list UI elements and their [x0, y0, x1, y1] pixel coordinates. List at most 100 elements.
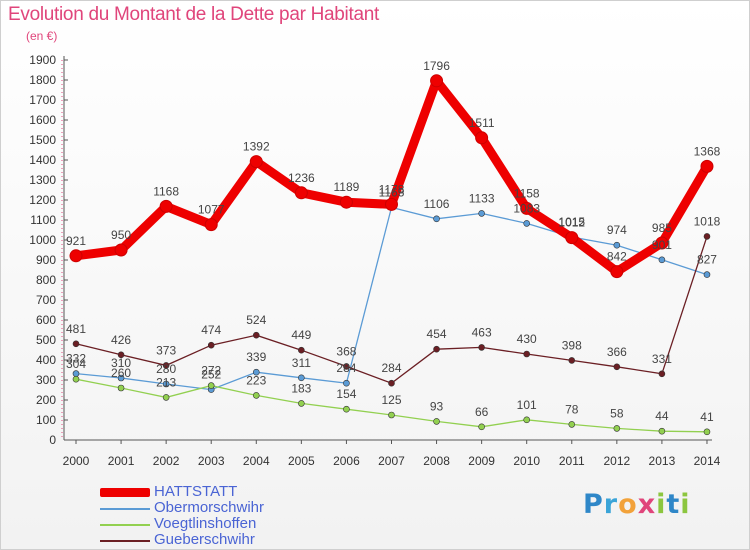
data-point	[343, 379, 350, 387]
data-label: 78	[565, 402, 579, 416]
data-label: 310	[111, 356, 131, 370]
data-label: 58	[610, 406, 624, 420]
data-label: 1392	[243, 140, 270, 154]
data-label: 44	[655, 409, 669, 423]
data-label: 373	[156, 343, 176, 357]
data-point	[388, 379, 395, 387]
y-tick-label: 1300	[29, 173, 56, 187]
data-point	[565, 231, 579, 245]
data-point	[207, 382, 215, 389]
data-point	[703, 428, 711, 436]
proxiti-logo: Proxiti	[583, 489, 691, 520]
data-point	[430, 74, 444, 88]
data-point	[658, 256, 666, 264]
y-tick-label: 800	[36, 273, 56, 287]
data-label: 284	[336, 361, 356, 375]
x-tick-label: 2009	[468, 454, 495, 468]
data-label: 1511	[469, 116, 495, 130]
data-point	[700, 159, 714, 173]
data-point	[252, 331, 260, 339]
data-point	[520, 201, 534, 215]
data-label: 154	[336, 387, 356, 401]
y-tick-label: 1000	[29, 233, 56, 247]
data-label: 1077	[198, 203, 225, 217]
logo-letter: o	[618, 489, 638, 520]
data-point	[72, 340, 80, 348]
x-tick-label: 2001	[108, 454, 135, 468]
data-label: 1796	[423, 59, 450, 73]
data-point	[162, 362, 170, 369]
data-point	[249, 155, 263, 169]
logo-letter: P	[583, 489, 604, 520]
data-label: 1015	[558, 215, 585, 229]
data-label: 1189	[334, 180, 360, 194]
y-tick-label: 1500	[29, 133, 56, 147]
data-label: 398	[562, 338, 582, 352]
y-tick-label: 900	[36, 253, 56, 267]
data-label: 260	[111, 366, 131, 380]
data-point	[568, 421, 576, 428]
data-point	[433, 418, 440, 425]
x-tick-label: 2002	[153, 454, 180, 468]
data-label: 213	[156, 375, 176, 389]
chart-subtitle: (en €)	[26, 29, 58, 43]
logo-letter: i	[656, 489, 667, 520]
data-point	[703, 271, 711, 278]
data-point	[298, 374, 305, 382]
chart-data-labels: 332 310 280 252 339 311 284 1163 1106 1133 1083 101…	[66, 59, 721, 424]
data-point	[252, 368, 260, 376]
data-label: 311	[292, 356, 311, 370]
data-point	[294, 186, 308, 200]
data-point	[478, 210, 485, 217]
data-point	[523, 416, 531, 424]
data-label: 1368	[694, 144, 721, 158]
data-label: 481	[66, 322, 86, 336]
data-point	[162, 394, 170, 401]
y-tick-label: 1600	[29, 113, 56, 127]
y-tick-label: 600	[36, 313, 56, 327]
data-point	[298, 400, 305, 407]
data-point	[159, 199, 173, 213]
data-label: 1158	[514, 186, 540, 200]
chart-axes: 0 100 200 300 400 500 600 700 800 900 1000 1100 1200…	[29, 53, 720, 468]
data-label: 339	[246, 350, 266, 364]
y-tick-label: 700	[36, 293, 56, 307]
y-tick-label: 300	[36, 373, 56, 387]
legend-swatch	[100, 540, 150, 542]
y-tick-label: 1700	[29, 93, 56, 107]
data-label: 93	[430, 399, 444, 413]
logo-letter: x	[637, 489, 657, 520]
data-label: 921	[66, 234, 86, 248]
data-label: 1083	[513, 201, 540, 215]
data-label: 101	[517, 398, 537, 412]
data-point	[204, 218, 218, 232]
x-tick-label: 2007	[378, 454, 405, 468]
data-point	[72, 370, 80, 377]
x-tick-label: 2012	[603, 454, 630, 468]
data-point	[478, 423, 485, 431]
x-tick-label: 2003	[198, 454, 225, 468]
x-tick-label: 2004	[243, 454, 270, 468]
data-label: 332	[66, 352, 86, 366]
x-tick-label: 2006	[333, 454, 360, 468]
data-point	[655, 236, 669, 250]
x-tick-label: 2010	[513, 454, 540, 468]
legend-swatch	[100, 488, 150, 497]
data-point	[523, 220, 531, 227]
y-tick-label: 100	[36, 413, 56, 427]
data-label: 426	[111, 333, 131, 347]
legend-swatch	[100, 524, 150, 526]
data-point	[658, 427, 666, 435]
data-label: 950	[111, 228, 131, 242]
y-tick-label: 1100	[30, 213, 56, 227]
x-tick-label: 2000	[63, 454, 90, 468]
data-point	[343, 363, 350, 370]
data-label: 1236	[288, 171, 315, 185]
legend-label: HATTSTATT	[154, 483, 238, 500]
data-label: 223	[246, 373, 266, 387]
x-tick-label: 2008	[423, 454, 450, 468]
y-tick-label: 500	[36, 333, 56, 347]
data-label: 1168	[153, 184, 179, 198]
data-label: 368	[336, 344, 356, 358]
data-point	[72, 375, 80, 383]
